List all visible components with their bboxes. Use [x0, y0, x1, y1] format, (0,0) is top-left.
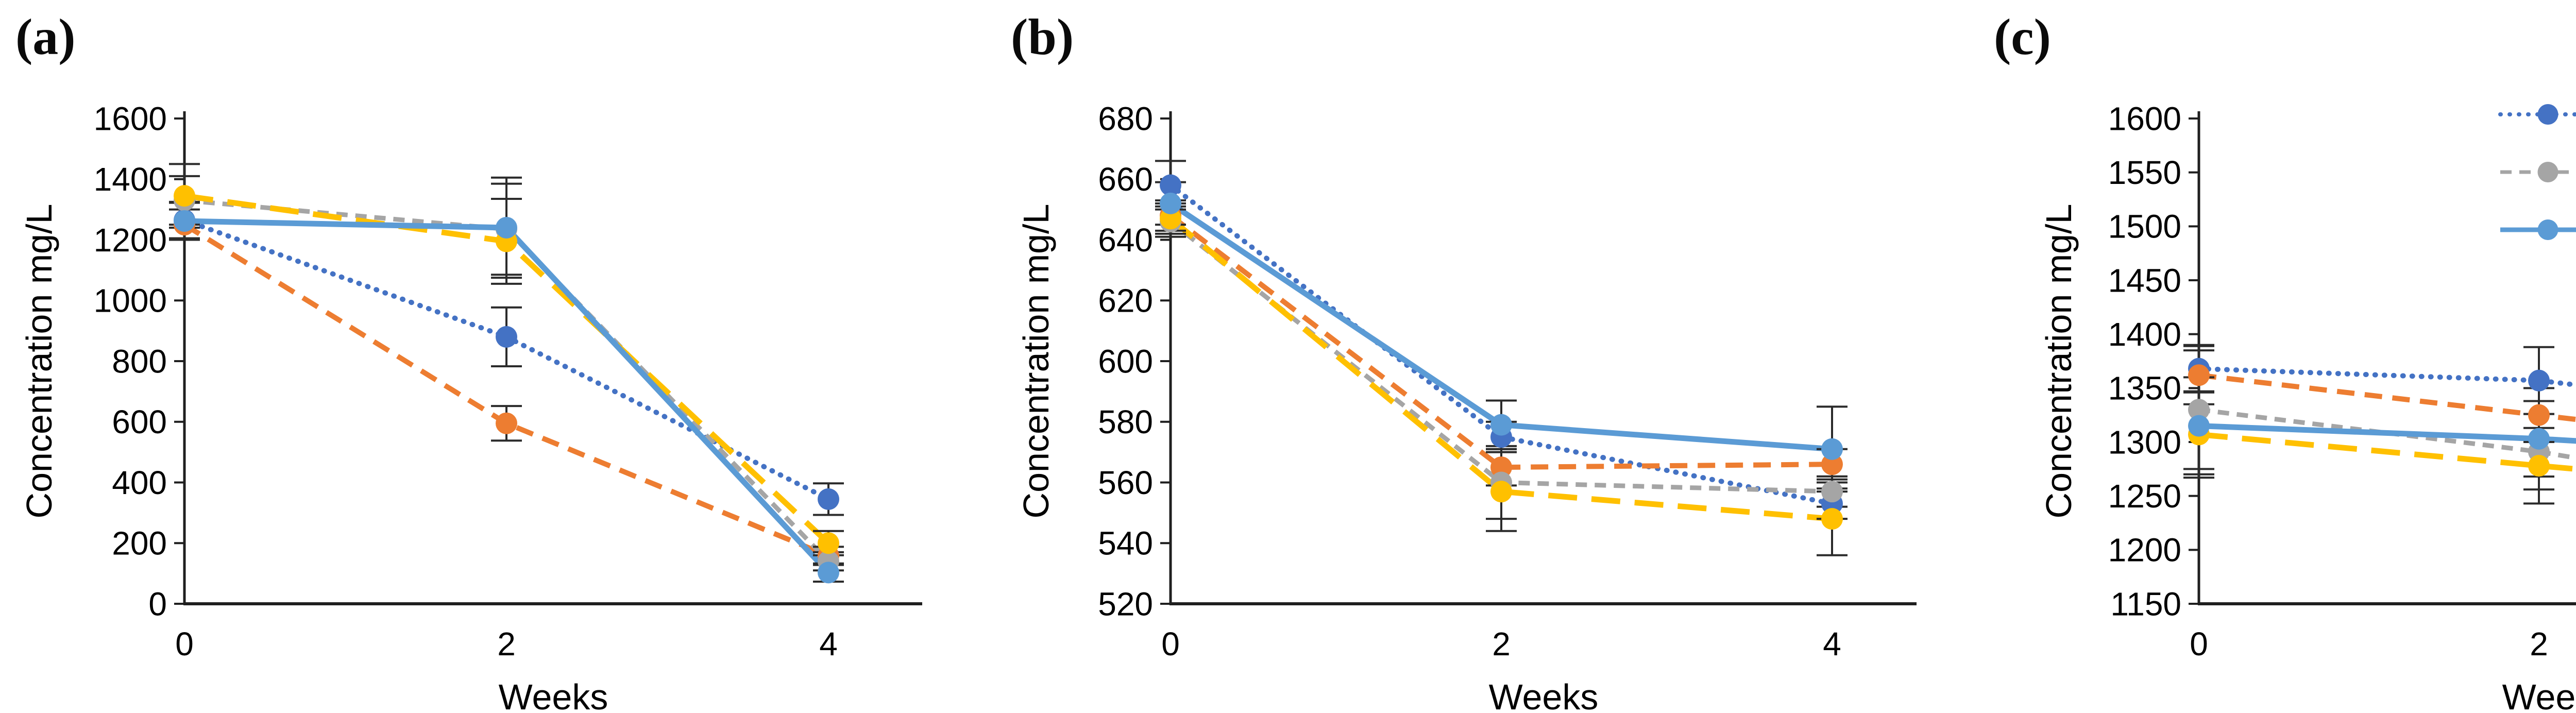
marker-NA-week-2 [2528, 428, 2550, 450]
marker-CH-week-0 [1160, 174, 1181, 196]
x-tick-label: 2 [497, 625, 516, 663]
marker-NA-week-0 [174, 210, 195, 232]
y-tick-label: 1550 [2108, 154, 2181, 191]
x-tick-label: 0 [2190, 625, 2208, 663]
marker-CL-week-4 [1821, 453, 1843, 476]
series-CH-line [2196, 366, 2576, 388]
x-axis-title: Weeks [1489, 677, 1599, 713]
legend: CHCLMHMLNA [2498, 104, 2576, 240]
y-tick-label: 1300 [2108, 423, 2181, 461]
x-tick-label: 0 [1161, 625, 1180, 663]
marker-ML-week-2 [2528, 455, 2550, 477]
chart-c: 1150 1200 1250 1300 1350 1400 1450 1500 1550 1600… [2039, 100, 2576, 713]
marker-NA-week-2 [496, 216, 517, 239]
y-tick-label: 200 [112, 525, 167, 562]
y-tick-label: 520 [1098, 585, 1153, 622]
series-markers [174, 185, 839, 584]
y-tick-label: 1250 [2108, 478, 2181, 515]
y-tick-label: 640 [1098, 222, 1153, 259]
panel-b-label: (b) [1011, 8, 1074, 65]
x-tick-label: 4 [819, 625, 838, 663]
marker-CL-week-0 [2188, 364, 2210, 386]
marker-ML-week-2 [1490, 481, 1512, 503]
x-tick-label: 2 [2530, 625, 2548, 663]
series-markers [1160, 174, 1843, 530]
panel-a-label: (a) [15, 8, 76, 65]
marker-ML-week-4 [1821, 508, 1843, 530]
legend-marker-MH [2537, 162, 2558, 182]
y-tick-label: 1000 [94, 282, 167, 319]
y-tick-label: 560 [1098, 464, 1153, 501]
series-ML-line [2198, 431, 2576, 472]
y-tick-label: 600 [112, 403, 167, 440]
x-axis-title: Weeks [2502, 677, 2576, 713]
marker-CL-week-2 [496, 412, 517, 434]
marker-CH-week-2 [2528, 369, 2550, 392]
y-tick-label: 800 [112, 343, 167, 380]
series-CL-line [2198, 372, 2576, 422]
y-tick-label: 1150 [2110, 585, 2181, 622]
series-markers [2188, 358, 2550, 477]
x-tick-label: 2 [1492, 625, 1511, 663]
panel-c: (c) 1150 1200 1250 1300 1350 1400 1450 1500 1550… [1947, 0, 2576, 713]
x-tick-label: 4 [1823, 625, 1841, 663]
y-tick-label: 1200 [2108, 532, 2181, 569]
series-MH-line [184, 198, 831, 563]
series-ML-line [1168, 216, 1833, 522]
marker-ML-week-0 [174, 185, 195, 207]
y-tick-label: 1600 [94, 100, 167, 137]
marker-MH-week-4 [1821, 481, 1843, 503]
marker-ML-week-4 [818, 532, 839, 554]
x-tick-label: 0 [175, 625, 194, 663]
marker-ML-week-0 [1160, 208, 1181, 230]
y-tick-label: 1500 [2108, 208, 2181, 245]
marker-NA-week-4 [1821, 438, 1843, 460]
marker-CH-week-4 [818, 488, 839, 510]
y-tick-label: 1450 [2108, 262, 2181, 299]
panel-b: (b) 520 540 560 580 600 620 640 660 680 0 2 4 Concen… [974, 0, 1947, 713]
axes: 0 200 400 600 800 1000 1200 1400 1600 0 2 4 [94, 100, 922, 663]
y-tick-label: 400 [112, 464, 167, 501]
y-axis-title: Concentration mg/L [1016, 204, 1056, 519]
y-tick-label: 1600 [2108, 100, 2181, 137]
marker-MH-week-0 [2188, 399, 2210, 421]
y-tick-label: 580 [1098, 403, 1153, 440]
y-tick-label: 620 [1098, 282, 1153, 319]
marker-NA-week-0 [1160, 192, 1181, 214]
y-axis-title: Concentration mg/L [19, 204, 59, 519]
axes: 1150 1200 1250 1300 1350 1400 1450 1500 1550 1600… [2108, 100, 2576, 663]
y-tick-label: 600 [1098, 343, 1153, 380]
marker-NA-week-0 [2188, 415, 2210, 437]
marker-CL-week-2 [2528, 404, 2550, 426]
y-tick-label: 1350 [2108, 370, 2181, 407]
y-tick-label: 660 [1098, 161, 1153, 198]
marker-NA-week-2 [1490, 414, 1512, 436]
y-tick-label: 0 [148, 585, 167, 622]
legend-marker-CH [2537, 104, 2558, 125]
panel-c-label: (c) [1994, 8, 2051, 65]
marker-CH-week-2 [496, 326, 517, 348]
series-lines [2196, 366, 2576, 472]
series-MH-line [2198, 407, 2576, 461]
chart-b: 520 540 560 580 600 620 640 660 680 0 2 4 Concentrat… [1016, 100, 1917, 713]
marker-NA-week-4 [818, 562, 839, 584]
x-axis-title: Weeks [499, 677, 608, 713]
y-tick-label: 1400 [94, 161, 167, 198]
y-tick-label: 680 [1098, 100, 1153, 137]
panel-a: (a) 0 200 400 600 800 1000 1200 1400 1600 0 2 4 Conc… [0, 0, 974, 713]
axes: 520 540 560 580 600 620 640 660 680 0 2 4 [1098, 100, 1917, 663]
y-tick-label: 1200 [94, 222, 167, 259]
y-tick-label: 1400 [2108, 316, 2181, 353]
marker-CL-week-2 [1490, 456, 1512, 479]
y-axis-title: Concentration mg/L [2039, 204, 2079, 519]
legend-marker-NA [2537, 219, 2558, 240]
y-tick-label: 540 [1098, 525, 1153, 562]
chart-a: 0 200 400 600 800 1000 1200 1400 1600 0 2 4 Concentr… [19, 100, 922, 713]
